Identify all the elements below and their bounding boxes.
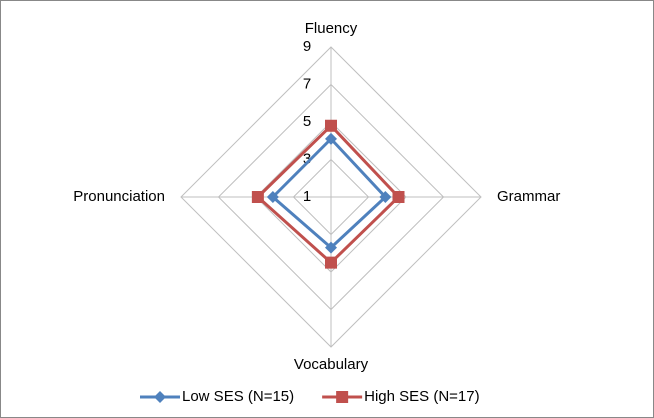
data-point (325, 241, 337, 254)
legend-marker (336, 391, 349, 403)
legend-label: High SES (N=17) (364, 388, 479, 405)
legend-label: Low SES (N=15) (182, 388, 294, 405)
category-label: Grammar (497, 188, 560, 205)
category-label: Vocabulary (294, 356, 369, 373)
r-tick-label: 3 (303, 150, 311, 167)
data-point (325, 132, 337, 145)
r-tick-label: 1 (303, 188, 311, 205)
data-point (325, 119, 337, 132)
data-point (379, 191, 392, 203)
category-label: Pronunciation (73, 188, 165, 205)
category-label: Fluency (305, 20, 358, 37)
data-point (325, 256, 337, 269)
r-tick-label: 5 (303, 113, 311, 130)
legend-marker (154, 391, 166, 403)
data-point (392, 191, 405, 203)
r-tick-label: 7 (303, 75, 311, 92)
data-point (251, 191, 264, 203)
data-point (266, 191, 279, 203)
r-tick-label: 9 (303, 38, 311, 55)
